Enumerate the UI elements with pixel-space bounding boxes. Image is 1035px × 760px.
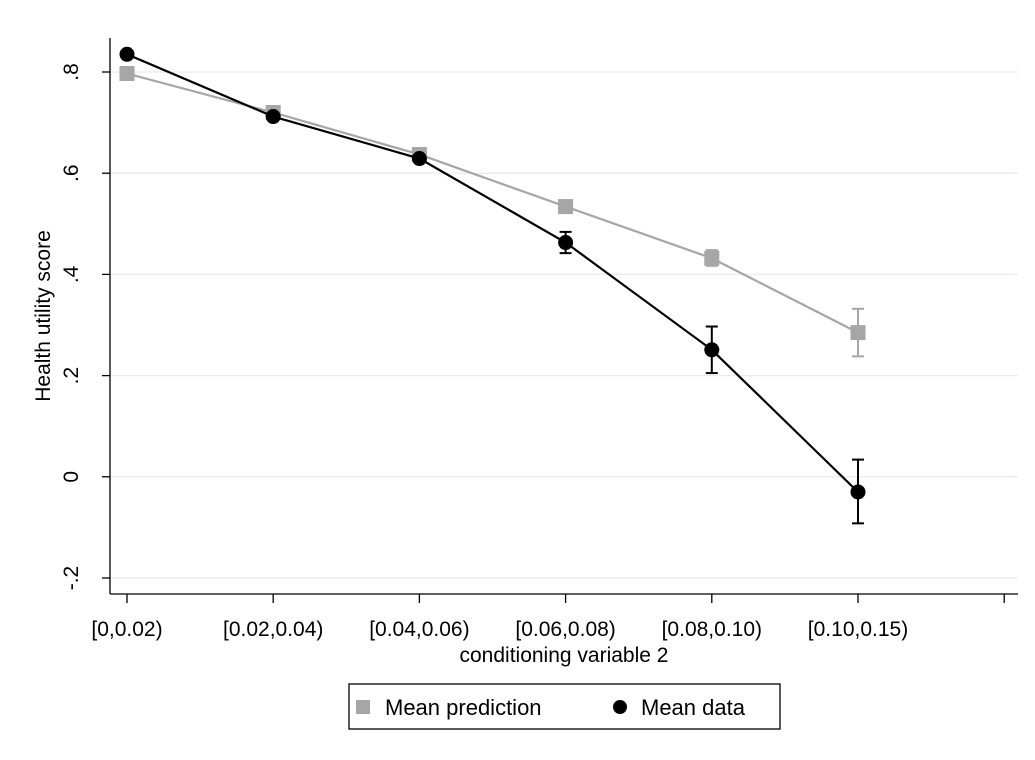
axes: -.2 0 .2 .4 .6 .8 [0,0.02) [0.02,0.04) [0.04,0.0… <box>60 38 1018 641</box>
legend-label-0: Mean prediction <box>385 695 542 720</box>
series-group <box>119 46 866 525</box>
data-point-1-5 <box>850 484 866 500</box>
series-line-0 <box>126 72 859 334</box>
data-point-1-0 <box>119 46 135 62</box>
legend-marker-1 <box>613 700 627 714</box>
y-tick-label-3: .4 <box>60 265 83 283</box>
data-point-0-0 <box>119 66 135 82</box>
series-0 <box>119 66 866 358</box>
y-tick-label-2: .2 <box>60 367 83 385</box>
gridlines <box>110 71 1018 579</box>
data-point-0-5 <box>850 325 866 341</box>
series-line-1 <box>126 53 859 493</box>
y-tick-label-4: .6 <box>60 164 83 182</box>
legend-marker-0 <box>356 700 370 714</box>
data-point-1-1 <box>265 109 281 125</box>
y-axis-label: Health utility score <box>32 230 55 402</box>
x-tick-label-1: [0.02,0.04) <box>223 618 323 641</box>
x-tick-label-2: [0.04,0.06) <box>369 618 469 641</box>
data-point-1-2 <box>411 151 427 167</box>
data-point-0-3 <box>558 199 574 215</box>
series-1 <box>119 46 866 525</box>
data-point-1-3 <box>558 235 574 251</box>
x-tick-label-5: [0.10,0.15) <box>808 618 908 641</box>
x-tick-label-0: [0,0.02) <box>91 618 162 641</box>
legend: Mean prediction Mean data <box>348 683 781 730</box>
y-tick-label-0: -.2 <box>60 566 83 591</box>
y-tick-label-1: 0 <box>60 471 83 483</box>
x-tick-label-4: [0.08,0.10) <box>662 618 762 641</box>
legend-label-1: Mean data <box>641 695 746 720</box>
y-tick-label-5: .8 <box>60 63 83 81</box>
data-point-1-4 <box>704 342 720 358</box>
x-axis-label: conditioning variable 2 <box>460 644 669 667</box>
legend-box <box>348 683 781 730</box>
x-tick-label-3: [0.06,0.08) <box>515 618 615 641</box>
data-point-0-4 <box>704 250 720 266</box>
